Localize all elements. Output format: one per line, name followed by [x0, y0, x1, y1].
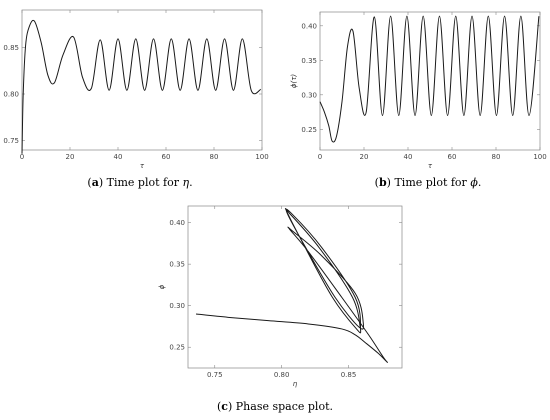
phase-space-plot: 0.75 0.80 0.85 0.25 0.30 0.35 0.40 η ϕ — [158, 205, 403, 388]
y-tick-label: 0.40 — [169, 219, 185, 227]
x-tick-label: 0 — [318, 153, 322, 161]
x-tick-label: 40 — [114, 153, 123, 161]
y-tick-label: 0.25 — [301, 126, 317, 134]
x-tick-label: 20 — [66, 153, 75, 161]
x-tick-label: 20 — [360, 153, 369, 161]
series-line — [21, 19, 262, 154]
y-tick-label: 0.35 — [169, 261, 185, 269]
x-axis-label: τ — [428, 162, 433, 170]
x-tick-label: 80 — [492, 153, 501, 161]
caption-b-tag: b — [378, 176, 387, 189]
caption-c-tag: c — [221, 400, 228, 413]
x-tick-label: 100 — [255, 153, 268, 161]
caption-c: (c) Phase space plot. — [216, 400, 333, 413]
x-tick-label: 60 — [162, 153, 171, 161]
x-tick-label: 100 — [533, 153, 546, 161]
x-axis-label: τ — [140, 162, 145, 170]
caption-c-text: Phase space plot. — [235, 400, 333, 413]
caption-a-tag: a — [91, 176, 99, 189]
caption-b-text: Time plot for — [394, 176, 471, 189]
phi-time-plot: 0 20 40 60 80 100 0.25 0.30 0.35 0.40 τ ϕ(τ) — [290, 11, 547, 170]
y-axis-label: ϕ(τ) — [290, 74, 298, 89]
series-line — [319, 15, 540, 143]
x-tick-label: 40 — [404, 153, 413, 161]
caption-b: (b) Time plot for ϕ. — [374, 176, 482, 189]
x-tick-label: 60 — [448, 153, 457, 161]
y-tick-label: 0.80 — [3, 91, 19, 99]
x-tick-label: 80 — [210, 153, 219, 161]
y-tick-label: 0.75 — [3, 137, 19, 145]
x-tick-label: 0.75 — [207, 371, 223, 379]
series-line — [195, 208, 389, 363]
y-axis-label: ϕ — [158, 284, 166, 289]
y-tick-label: 0.30 — [301, 91, 317, 99]
plot-frame — [21, 9, 263, 151]
x-axis-label: η — [293, 380, 298, 388]
caption-b-symbol: ϕ — [470, 176, 478, 189]
caption-a-text: Time plot for — [106, 176, 183, 189]
plot-frame — [319, 11, 541, 151]
y-tick-label: 0.25 — [169, 344, 185, 352]
caption-b-end: . — [477, 176, 482, 189]
caption-a: (a) Time plot for η. — [87, 176, 193, 189]
plot-frame — [187, 205, 403, 369]
y-tick-label: 0.35 — [301, 57, 317, 65]
y-tick-label: 0.85 — [3, 44, 19, 52]
x-tick-label: 0.80 — [274, 371, 290, 379]
y-tick-label: 0.40 — [301, 22, 317, 30]
x-tick-label: 0.85 — [341, 371, 357, 379]
x-tick-label: 0 — [20, 153, 24, 161]
y-tick-label: 0.30 — [169, 302, 185, 310]
caption-a-end: . — [189, 176, 193, 189]
caption-a-symbol: η — [182, 176, 190, 189]
